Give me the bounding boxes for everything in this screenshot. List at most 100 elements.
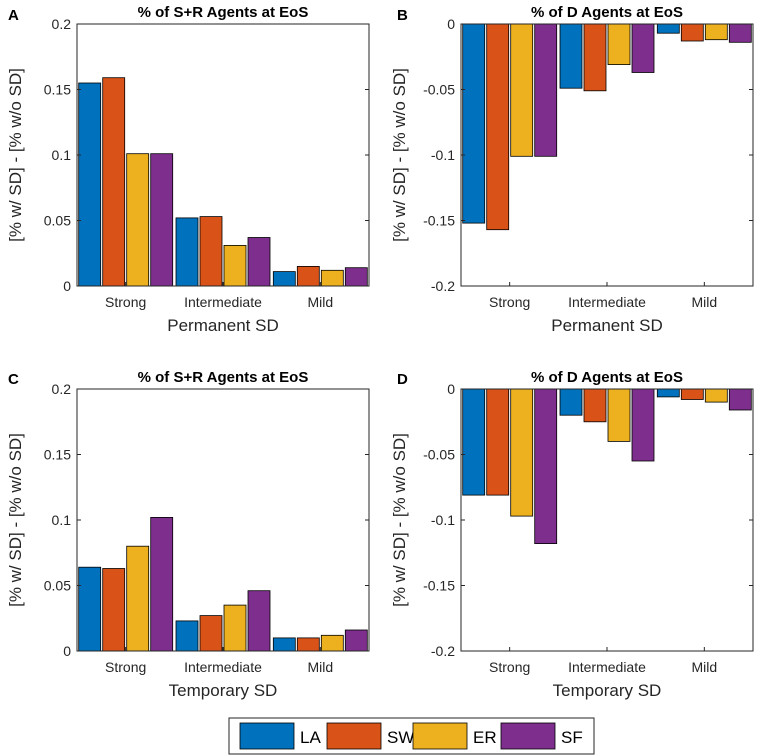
chart-panel-d: D % of D Agents at EoS -0.2 -0.15 -0.1 -0.05 0… bbox=[390, 369, 754, 700]
x-tick-label: Mild bbox=[307, 294, 333, 310]
panel-letter: A bbox=[8, 7, 19, 24]
panel-letter: D bbox=[397, 371, 408, 388]
x-tick-label: Mild bbox=[691, 294, 717, 310]
bar-sf-mild bbox=[728, 23, 752, 43]
x-tick-label: Intermediate bbox=[184, 294, 262, 310]
bar-la-intermediate bbox=[559, 388, 583, 416]
y-tick-label: 0.15 bbox=[44, 447, 71, 463]
bar-sw-strong bbox=[486, 388, 510, 496]
y-tick-label: -0.15 bbox=[423, 213, 455, 229]
y-tick-label: -0.15 bbox=[423, 578, 455, 594]
bar-la-mild bbox=[272, 637, 296, 652]
bar-la-intermediate bbox=[175, 620, 199, 652]
x-tick-label: Mild bbox=[307, 659, 333, 675]
y-axis-label: [% w/ SD] - [% w/o SD] bbox=[390, 68, 409, 242]
y-tick-label: 0.05 bbox=[44, 213, 71, 229]
y-tick-label: -0.1 bbox=[431, 147, 455, 163]
x-axis-label: Permanent SD bbox=[167, 316, 279, 335]
bar-la-strong bbox=[462, 23, 486, 224]
bar-sw-mild bbox=[680, 23, 704, 42]
bar-la-mild bbox=[656, 23, 680, 34]
y-tick-label: -0.05 bbox=[423, 447, 455, 463]
y-tick-label: 0.1 bbox=[52, 147, 72, 163]
bar-sf-strong bbox=[534, 23, 558, 157]
bar-sw-strong bbox=[102, 568, 126, 652]
bar-sf-intermediate bbox=[247, 590, 271, 652]
bar-sf-intermediate bbox=[247, 237, 271, 287]
x-tick-label: Mild bbox=[691, 659, 717, 675]
bar-er-intermediate bbox=[223, 244, 247, 287]
y-tick-label: 0 bbox=[63, 278, 71, 294]
y-tick-label: -0.1 bbox=[431, 512, 455, 528]
bar-er-mild bbox=[320, 269, 344, 287]
bar-la-intermediate bbox=[559, 23, 583, 89]
bar-sw-intermediate bbox=[199, 615, 223, 652]
bar-er-mild bbox=[704, 23, 728, 41]
chart-panel-c: C % of S+R Agents at EoS 0 0.05 0.1 0.15 0.2 St… bbox=[6, 369, 370, 700]
bar-la-strong bbox=[78, 82, 102, 287]
bar-er-mild bbox=[320, 634, 344, 652]
legend-swatch-er bbox=[412, 722, 468, 750]
x-tick-label: Strong bbox=[489, 294, 530, 310]
y-tick-label: -0.05 bbox=[423, 82, 455, 98]
bar-er-strong bbox=[126, 153, 150, 287]
bar-er-strong bbox=[126, 545, 150, 652]
bar-la-strong bbox=[462, 388, 486, 496]
legend-label-er: ER bbox=[473, 728, 497, 747]
x-axis-label: Permanent SD bbox=[551, 316, 663, 335]
x-tick-label: Strong bbox=[105, 294, 146, 310]
bar-la-mild bbox=[272, 271, 296, 287]
panel-letter: C bbox=[8, 371, 19, 388]
x-tick-label: Intermediate bbox=[568, 659, 646, 675]
x-tick-label: Intermediate bbox=[184, 659, 262, 675]
chart-panel-b: B % of D Agents at EoS -0.2 -0.15 -0.1 -0.05 0… bbox=[390, 4, 754, 335]
bar-sf-intermediate bbox=[631, 388, 655, 462]
bar-la-intermediate bbox=[175, 217, 199, 287]
bar-sw-mild bbox=[296, 265, 320, 287]
y-tick-label: 0 bbox=[63, 643, 71, 659]
legend-swatch-la bbox=[239, 722, 295, 750]
chart-title: % of S+R Agents at EoS bbox=[138, 369, 309, 386]
x-axis-label: Temporary SD bbox=[169, 681, 278, 700]
y-tick-label: 0.2 bbox=[52, 381, 72, 397]
y-axis-label: [% w/ SD] - [% w/o SD] bbox=[6, 68, 25, 242]
y-axis-label: [% w/ SD] - [% w/o SD] bbox=[390, 433, 409, 607]
chart-title: % of D Agents at EoS bbox=[531, 4, 683, 21]
bar-er-intermediate bbox=[607, 388, 631, 442]
bar-er-strong bbox=[510, 23, 534, 157]
x-tick-label: Strong bbox=[489, 659, 530, 675]
bar-la-mild bbox=[656, 388, 680, 398]
legend-label-sf: SF bbox=[561, 728, 583, 747]
bar-sf-mild bbox=[344, 267, 368, 287]
bar-la-strong bbox=[78, 566, 102, 652]
bar-sf-strong bbox=[150, 517, 174, 652]
bar-sf-mild bbox=[728, 388, 752, 411]
bar-sw-intermediate bbox=[583, 23, 607, 92]
y-axis-label: [% w/ SD] - [% w/o SD] bbox=[6, 433, 25, 607]
bar-sf-mild bbox=[344, 629, 368, 652]
bar-sf-strong bbox=[534, 388, 558, 545]
x-axis-label: Temporary SD bbox=[553, 681, 662, 700]
x-tick-label: Strong bbox=[105, 659, 146, 675]
y-tick-label: 0.1 bbox=[52, 512, 72, 528]
bar-sw-strong bbox=[486, 23, 510, 231]
bar-er-intermediate bbox=[607, 23, 631, 65]
y-tick-label: 0.2 bbox=[52, 16, 72, 32]
bar-sw-mild bbox=[680, 388, 704, 400]
bar-er-mild bbox=[704, 388, 728, 403]
bar-er-intermediate bbox=[223, 604, 247, 652]
x-tick-label: Intermediate bbox=[568, 294, 646, 310]
y-tick-label: 0.15 bbox=[44, 82, 71, 98]
legend-swatch-sf bbox=[500, 722, 556, 750]
y-tick-label: 0.05 bbox=[44, 578, 71, 594]
bar-sf-intermediate bbox=[631, 23, 655, 73]
y-tick-label: 0 bbox=[447, 16, 455, 32]
legend-label-la: LA bbox=[300, 728, 321, 747]
y-tick-label: 0 bbox=[447, 381, 455, 397]
panel-letter: B bbox=[397, 7, 408, 24]
y-tick-label: -0.2 bbox=[431, 278, 455, 294]
y-tick-label: -0.2 bbox=[431, 643, 455, 659]
bar-sw-intermediate bbox=[583, 388, 607, 423]
bar-sf-strong bbox=[150, 153, 174, 287]
